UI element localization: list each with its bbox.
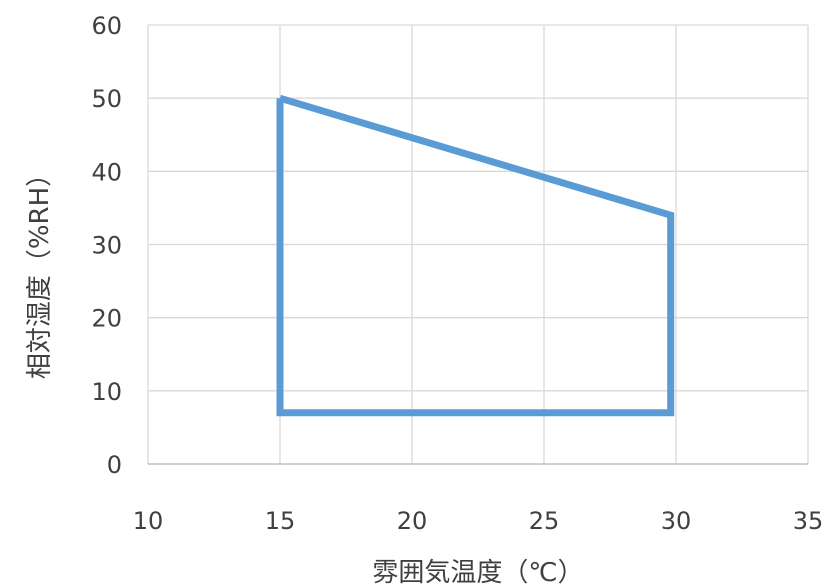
series-line bbox=[276, 94, 675, 417]
x-tick-label: 25 bbox=[529, 507, 560, 535]
y-tick-label: 20 bbox=[91, 305, 122, 333]
x-tick-label: 10 bbox=[133, 507, 164, 535]
y-tick-label: 0 bbox=[107, 451, 122, 479]
tick-labels: 0 10 20 30 40 50 60 10 15 20 25 30 35 bbox=[91, 12, 823, 535]
gridlines bbox=[147, 24, 809, 464]
x-tick-label: 35 bbox=[793, 507, 824, 535]
y-tick-label: 50 bbox=[91, 85, 122, 113]
x-axis-title: 雰囲気温度（℃） bbox=[372, 558, 583, 587]
y-tick-label: 10 bbox=[91, 378, 122, 406]
y-tick-label: 40 bbox=[91, 158, 122, 186]
y-tick-label: 60 bbox=[91, 12, 122, 40]
y-axis-title: 相対湿度（%RH） bbox=[25, 161, 55, 379]
y-tick-label: 30 bbox=[91, 232, 122, 260]
x-tick-label: 30 bbox=[661, 507, 692, 535]
x-tick-label: 20 bbox=[397, 507, 428, 535]
x-tick-label: 15 bbox=[265, 507, 296, 535]
series-layer bbox=[276, 94, 675, 417]
